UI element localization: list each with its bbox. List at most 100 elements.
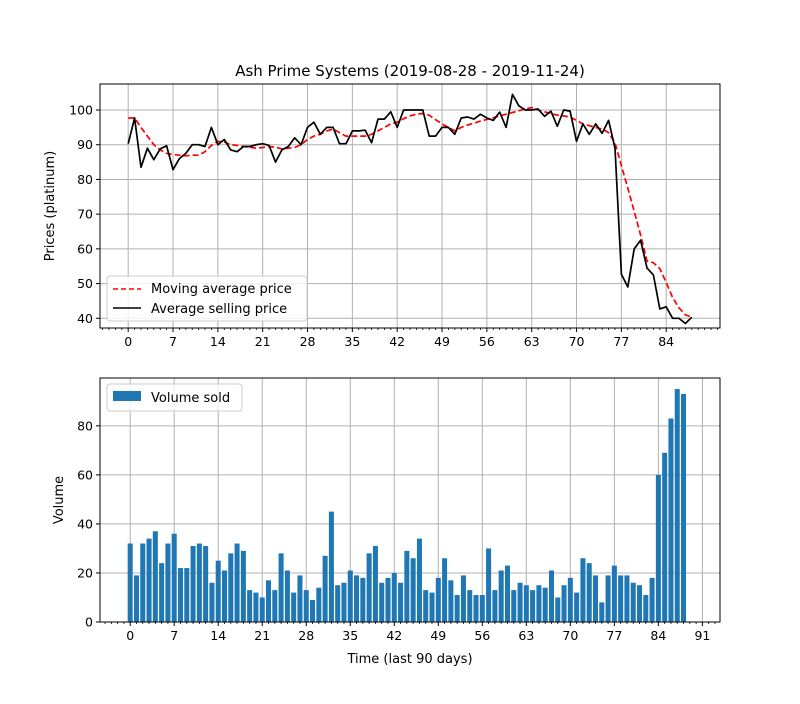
y-tick-label: 50: [77, 276, 93, 291]
volume-bar: [511, 590, 517, 622]
x-tick-label: 56: [479, 334, 495, 349]
price-y-axis-label: Prices (platinum): [43, 151, 58, 261]
volume-bar: [637, 585, 643, 622]
volume-bar: [467, 590, 473, 622]
bar-swatch-legend-icon: [113, 391, 141, 401]
volume-bar: [517, 582, 523, 622]
x-tick-label: 7: [170, 628, 178, 643]
volume-axes-frame: [99, 377, 721, 623]
y-tick-label: 100: [69, 103, 93, 118]
volume-bar: [379, 582, 385, 622]
volume-bar: [303, 590, 309, 622]
x-tick-label: 35: [344, 334, 360, 349]
volume-bar: [649, 577, 655, 622]
x-tick-label: 91: [694, 628, 710, 643]
price-plot-area: [127, 93, 693, 325]
volume-chart: 0 7 14 21 28 35 42 49 56 63 70 77 84 91 0 20 40 60 80 Volu…: [52, 377, 721, 667]
x-tick-label: 28: [298, 628, 314, 643]
average-selling-price-line: [127, 93, 693, 325]
x-tick-label: 70: [569, 334, 585, 349]
volume-bar: [586, 563, 592, 622]
volume-bar: [391, 572, 397, 622]
volume-bar: [184, 568, 190, 622]
x-tick-label: 49: [434, 334, 450, 349]
volume-bar: [504, 565, 510, 622]
x-tick-label: 14: [210, 334, 226, 349]
volume-bar: [234, 543, 240, 622]
x-tick-label: 70: [562, 628, 578, 643]
volume-bar: [259, 597, 265, 622]
volume-bar: [247, 590, 253, 622]
volume-bar: [416, 538, 422, 622]
volume-bar: [284, 570, 290, 622]
x-tick-label: 63: [524, 334, 540, 349]
volume-bar: [140, 543, 146, 622]
volume-bar: [674, 389, 680, 622]
volume-bar: [460, 575, 466, 622]
volume-bar: [360, 577, 366, 622]
volume-bar: [171, 533, 177, 622]
volume-bar: [127, 543, 133, 622]
volume-bar: [448, 580, 454, 622]
x-tick-label: 42: [386, 628, 402, 643]
y-tick-label: 60: [77, 467, 93, 482]
volume-bar: [454, 595, 460, 622]
volume-bar: [272, 590, 278, 622]
volume-legend: Volume sold: [106, 383, 243, 412]
volume-bar: [442, 558, 448, 622]
volume-bar: [297, 575, 303, 622]
y-tick-label: 20: [77, 565, 93, 580]
price-chart: 0 7 14 21 28 35 42 49 56 63 70 77 84405060708090100 …: [43, 83, 721, 349]
volume-bar: [429, 592, 435, 622]
volume-bar: [580, 558, 586, 622]
volume-bar: [152, 531, 158, 622]
volume-plot-area: [127, 389, 687, 622]
volume-bar: [209, 582, 215, 622]
volume-bar: [410, 558, 416, 622]
volume-bar: [561, 585, 567, 622]
volume-bar: [385, 577, 391, 622]
volume-bar: [215, 560, 221, 622]
volume-bar: [611, 565, 617, 622]
volume-bar: [473, 595, 479, 622]
volume-bar: [177, 568, 183, 622]
y-tick-label: 80: [77, 172, 93, 187]
volume-bar: [681, 393, 687, 622]
volume-bar: [372, 545, 378, 622]
volume-bar: [599, 602, 605, 622]
y-tick-label: 70: [77, 207, 93, 222]
volume-bar: [310, 599, 316, 622]
x-tick-label: 77: [606, 628, 622, 643]
volume-bar: [486, 548, 492, 622]
volume-bar: [266, 580, 272, 622]
volume-bar: [498, 570, 504, 622]
volume-bar: [630, 582, 636, 622]
volume-bar: [221, 570, 228, 622]
x-tick-label: 84: [658, 334, 674, 349]
x-tick-label: 14: [210, 628, 226, 643]
volume-bar: [605, 575, 611, 622]
volume-bar: [536, 585, 542, 622]
volume-bar: [398, 582, 404, 622]
y-tick-label: 40: [77, 311, 93, 326]
y-tick-label: 80: [77, 418, 93, 433]
volume-bar: [479, 595, 485, 622]
y-tick-label: 0: [85, 615, 93, 630]
volume-bar: [404, 550, 410, 622]
volume-ticks: 0 7 14 21 28 35 42 49 56 63 70 77 84 91 0 20 40 60 80: [77, 418, 716, 643]
volume-bar: [253, 592, 259, 622]
volume-bar: [291, 592, 297, 622]
volume-bar: [548, 570, 554, 622]
volume-bar: [133, 575, 139, 622]
volume-bar: [347, 570, 353, 622]
legend-label-volume-sold: Volume sold: [151, 391, 230, 406]
x-tick-label: 63: [518, 628, 534, 643]
volume-bar: [190, 545, 196, 622]
volume-bar: [423, 590, 429, 622]
volume-bar: [159, 563, 165, 622]
volume-y-axis-label: Volume: [52, 476, 67, 524]
price-legend: Moving average price Average selling pri…: [106, 275, 308, 322]
x-tick-label: 35: [342, 628, 358, 643]
